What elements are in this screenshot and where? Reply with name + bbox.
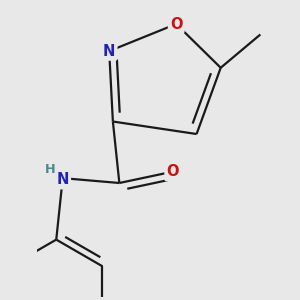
- Text: H: H: [45, 163, 56, 176]
- Text: O: O: [167, 164, 179, 179]
- Text: N: N: [103, 44, 116, 59]
- Text: O: O: [170, 16, 182, 32]
- Text: N: N: [56, 172, 69, 187]
